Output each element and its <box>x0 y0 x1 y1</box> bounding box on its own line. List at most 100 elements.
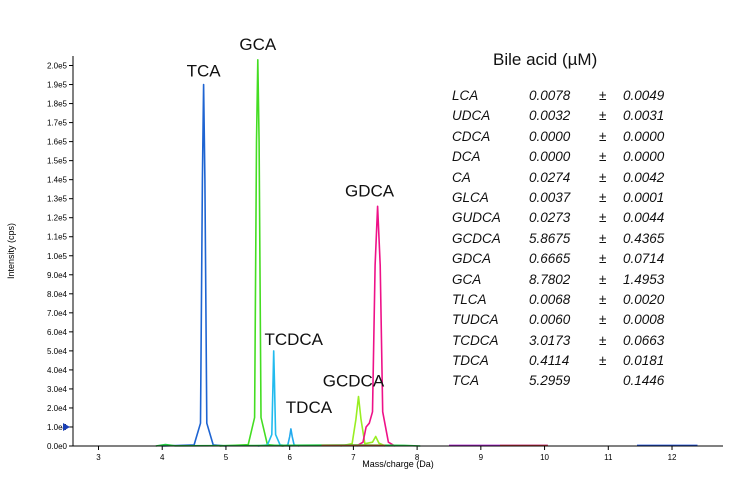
mean-value: 0.0037 <box>529 189 571 205</box>
table-row: TCDCA 3.0173 ±0.0663 <box>452 333 692 353</box>
chromatogram-trace-7 <box>155 443 421 447</box>
y-marker-arrow <box>63 422 70 431</box>
peak-label-gcdca: GCDCA <box>323 372 385 391</box>
y-tick-label: 2.0e4 <box>47 404 68 413</box>
y-tick-label: 1.8e5 <box>47 100 68 109</box>
sd-value: 0.0020 <box>623 291 665 307</box>
sd-value: 0.0181 <box>623 353 665 369</box>
sd-value: 0.0001 <box>623 189 665 205</box>
bile-acid-name: GCA <box>452 271 482 287</box>
bile-acid-name: GCDCA <box>452 230 501 246</box>
y-tick-label: 1.6e5 <box>47 138 68 147</box>
y-tick-label: 0.0e0 <box>47 442 68 451</box>
table-row: LCA 0.0078 ±0.0049 <box>452 88 692 108</box>
plus-minus: ± <box>599 128 607 144</box>
peak-label-gca: GCA <box>239 35 277 54</box>
plus-minus: ± <box>599 210 607 226</box>
sd-value: 0.0044 <box>623 210 665 226</box>
table-row: DCA 0.0000 ±0.0000 <box>452 149 692 169</box>
peak-label-tdca: TDCA <box>286 398 333 417</box>
mean-value: 0.0000 <box>529 128 571 144</box>
chromatogram-trace-2 <box>219 58 284 447</box>
sd-value: 0.0008 <box>623 312 665 328</box>
table-row: TCA 5.2959 0.1446 <box>452 373 692 393</box>
y-tick-label: 1.2e5 <box>47 214 68 223</box>
table-title: Bile acid (µM) <box>493 50 598 69</box>
y-tick-group: 0.0e0 1.0e4 2.0e4 3.0e4 4.0e4 5.0e4 6.0e4 7.0e4… <box>47 62 73 451</box>
mean-value: 0.0060 <box>529 312 571 328</box>
table-row: TUDCA 0.0060 ±0.0008 <box>452 312 692 332</box>
plus-minus: ± <box>599 251 607 267</box>
series-group <box>155 58 698 447</box>
bile-acid-name: TCDCA <box>452 332 499 348</box>
x-tick-label: 11 <box>604 453 613 462</box>
x-tick-label: 5 <box>224 453 229 462</box>
y-tick-label: 1.0e4 <box>47 423 68 432</box>
sd-value: 0.0663 <box>623 332 665 348</box>
peak-label-tcdca: TCDCA <box>264 330 323 349</box>
bile-acid-table: LCA 0.0078 ±0.0049 UDCA 0.0032 ±0.0031 CDCA 0.0… <box>452 88 692 394</box>
sd-value: 0.0049 <box>623 88 665 103</box>
x-tick-label: 9 <box>479 453 484 462</box>
sd-value: 0.4365 <box>623 230 665 246</box>
y-tick-label: 1.9e5 <box>47 81 68 90</box>
table-row: CDCA 0.0000 ±0.0000 <box>452 129 692 149</box>
peak-label-group: TCA GCA TCDCA TDCA GCDCA GDCA <box>187 35 395 417</box>
bile-acid-name: UDCA <box>452 108 491 124</box>
y-tick-label: 7.0e4 <box>47 309 68 318</box>
bile-acid-name: GLCA <box>452 189 489 205</box>
bile-acid-name: CDCA <box>452 128 491 144</box>
peak-label-gdca: GDCA <box>345 181 395 200</box>
x-axis-label: Mass/charge (Da) <box>362 459 434 469</box>
plus-minus: ± <box>599 149 607 165</box>
mean-value: 5.8675 <box>529 230 571 246</box>
plus-minus: ± <box>599 230 607 246</box>
y-tick-label: 1.5e5 <box>47 157 68 166</box>
table-row: TLCA 0.0068 ±0.0020 <box>452 292 692 312</box>
y-tick-label: 8.0e4 <box>47 290 68 299</box>
bile-acid-name: GDCA <box>452 251 492 267</box>
y-tick-label: 1.0e5 <box>47 252 68 261</box>
chromatogram-trace-6 <box>356 205 396 447</box>
sd-value: 0.0042 <box>623 169 665 185</box>
x-tick-label: 3 <box>96 453 101 462</box>
x-tick-label: 8 <box>415 453 420 462</box>
x-tick-label: 6 <box>287 453 292 462</box>
mean-value: 5.2959 <box>529 373 571 389</box>
plus-minus: ± <box>599 332 607 348</box>
y-tick-label: 3.0e4 <box>47 385 68 394</box>
plus-minus: ± <box>599 108 607 124</box>
bile-acid-name: TUDCA <box>452 312 499 328</box>
mean-value: 0.0274 <box>529 169 571 185</box>
y-tick-label: 1.3e5 <box>47 195 68 204</box>
y-tick-label: 6.0e4 <box>47 328 68 337</box>
x-tick-label: 7 <box>351 453 356 462</box>
mean-value: 3.0173 <box>529 332 571 348</box>
mean-value: 0.0032 <box>529 108 571 124</box>
y-tick-label: 9.0e4 <box>47 271 68 280</box>
peak-label-tca: TCA <box>187 62 222 81</box>
y-tick-label: 2.0e5 <box>47 62 68 71</box>
x-tick-label: 10 <box>540 453 549 462</box>
mean-value: 8.7802 <box>529 271 571 287</box>
y-tick-label: 4.0e4 <box>47 366 68 375</box>
y-tick-label: 1.4e5 <box>47 176 68 185</box>
plus-minus: ± <box>599 271 607 287</box>
chromatogram-trace-1 <box>162 83 226 447</box>
sd-value: 1.4953 <box>623 271 665 287</box>
plus-minus: ± <box>599 88 607 103</box>
table-row: GUDCA 0.0273 ±0.0044 <box>452 210 692 230</box>
bile-acid-name: TCA <box>452 373 479 389</box>
plus-minus: ± <box>599 353 607 369</box>
bile-acid-name: TDCA <box>452 353 489 369</box>
mean-value: 0.0078 <box>529 88 571 103</box>
mean-value: 0.0000 <box>529 149 571 165</box>
sd-value: 0.0000 <box>623 128 665 144</box>
table-row: GCA 8.7802 ±1.4953 <box>452 272 692 292</box>
bile-acid-name: CA <box>452 169 471 185</box>
sd-value: 0.0000 <box>623 149 665 165</box>
y-tick-label: 5.0e4 <box>47 347 68 356</box>
x-tick-label: 12 <box>668 453 677 462</box>
plus-minus: ± <box>599 291 607 307</box>
